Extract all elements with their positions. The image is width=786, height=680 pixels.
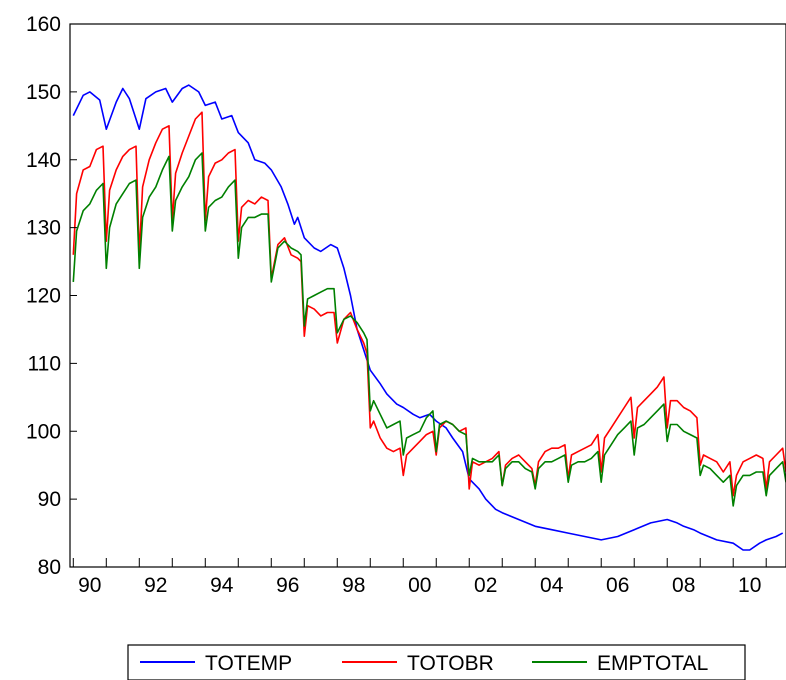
series-layer [72,84,786,551]
x-tick-label: 90 [78,574,101,597]
legend-label-emptotal: EMPTOTAL [597,652,708,675]
y-tick-label: 140 [26,149,61,172]
legend-box [127,644,746,680]
legend-label-totemp: TOTEMP [205,652,292,675]
y-tick-label: 120 [26,285,61,308]
x-tick-label: 00 [408,574,431,597]
x-tick-label: 94 [210,574,234,597]
x-tick-label: 04 [540,574,564,597]
legend-label-totobr: TOTOBR [407,652,494,675]
y-tick-label: 110 [28,352,61,375]
y-tick-label: 160 [26,13,61,36]
y-tick-label: 80 [38,556,61,579]
x-axis: 90 92 94 96 98 00 02 04 06 08 10 [72,558,767,597]
series-line-totobr [72,111,786,497]
x-tick-label: 10 [738,574,761,597]
series-line-emptotal [72,152,786,507]
y-tick-label: 150 [26,81,61,104]
y-tick-label: 100 [26,420,61,443]
y-axis: 80 90 100 110 120 130 140 150 160 [26,13,77,579]
y-tick-label: 90 [38,488,61,511]
series-line-totemp [72,84,784,551]
x-tick-label: 08 [672,574,695,597]
x-tick-label: 92 [144,574,167,597]
y-tick-label: 130 [26,217,61,240]
x-tick-label: 98 [342,574,365,597]
legend: TOTEMP TOTOBR EMPTOTAL [127,644,746,680]
x-tick-label: 02 [474,574,497,597]
x-tick-label: 96 [276,574,299,597]
x-tick-label: 06 [606,574,629,597]
